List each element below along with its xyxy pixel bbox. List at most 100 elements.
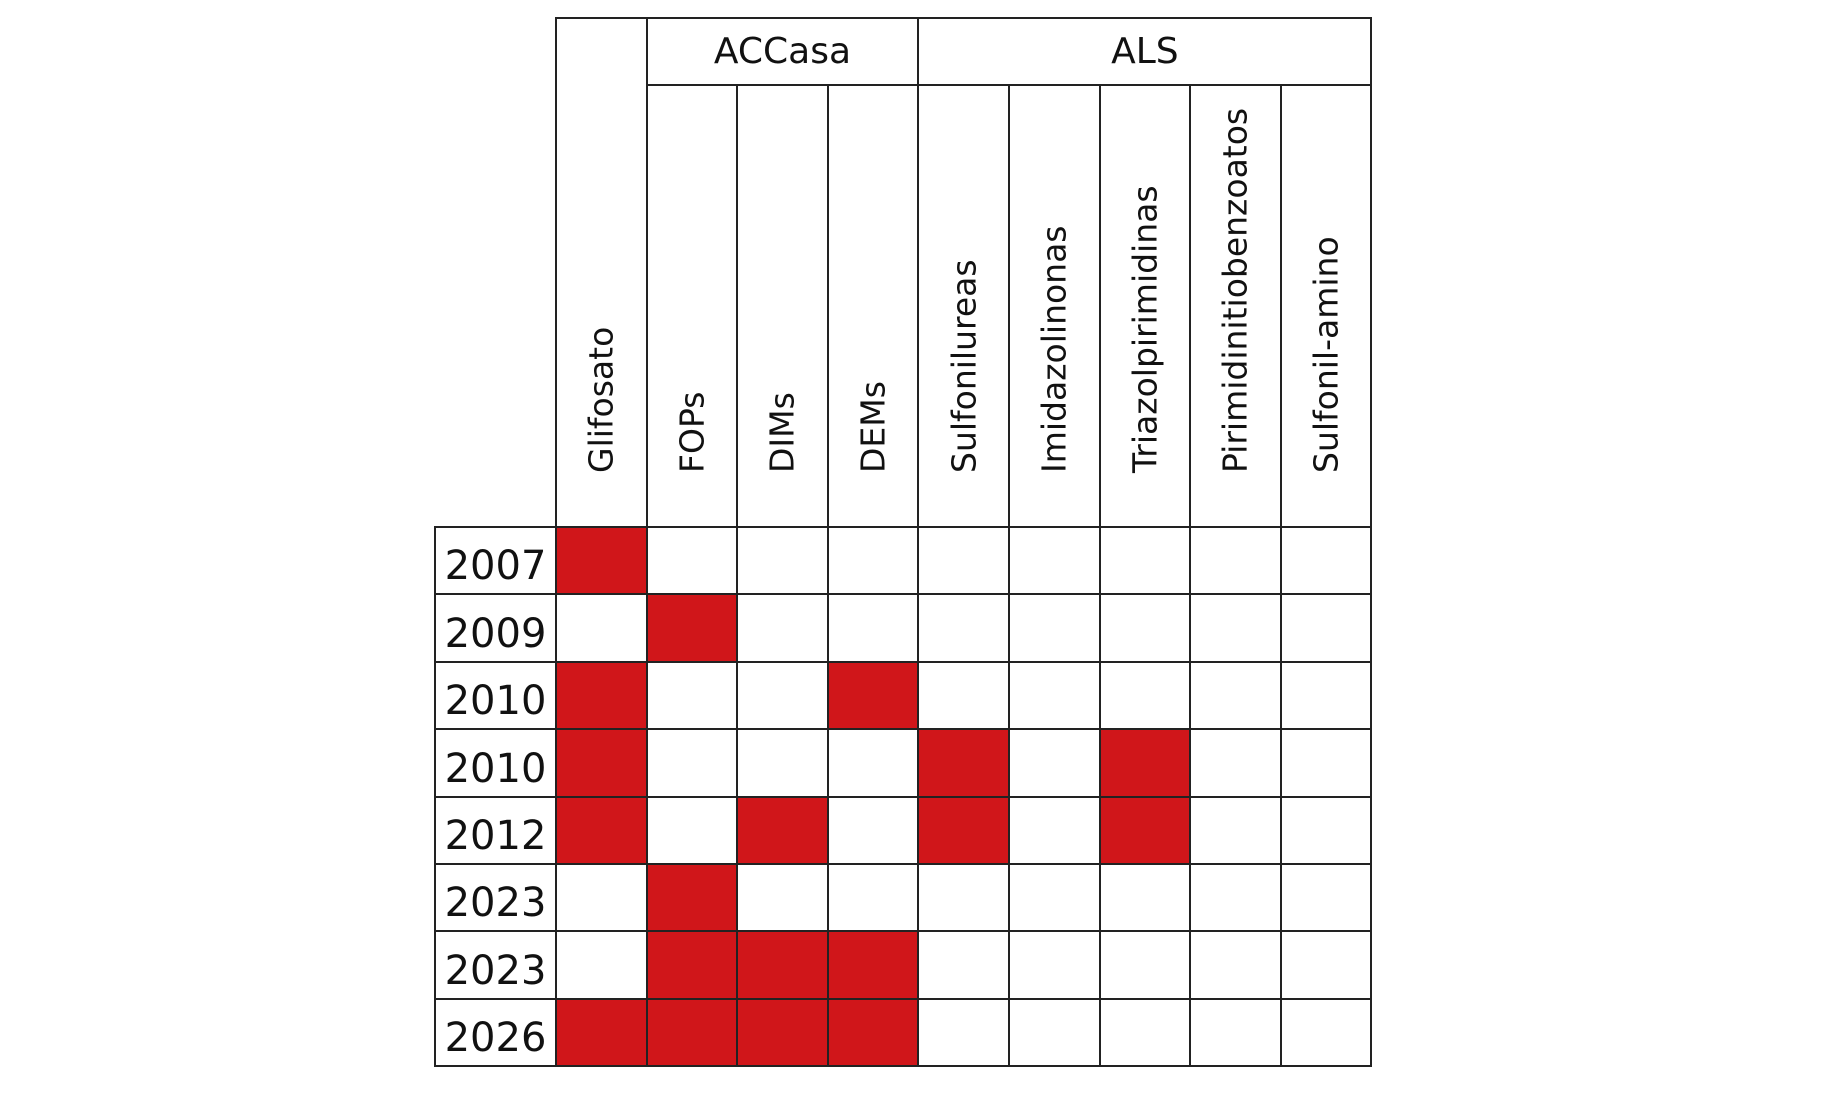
group-header: ALS xyxy=(917,17,1373,86)
column-header: FOPs xyxy=(645,84,739,528)
column-header: Sulfonilureas xyxy=(917,84,1010,528)
cell-marked xyxy=(826,997,920,1068)
cell-empty xyxy=(1189,863,1282,933)
cell-empty xyxy=(917,593,1010,663)
row-year: 2009 xyxy=(434,593,557,663)
row-year: 2023 xyxy=(434,930,557,1000)
column-header: Pirimidinitiobenzoatos xyxy=(1189,84,1282,528)
cell-empty xyxy=(1008,863,1101,933)
cell-marked xyxy=(555,997,648,1068)
cell-empty xyxy=(1189,526,1282,596)
column-header: Glifosato xyxy=(555,17,648,528)
column-header-label: DEMs xyxy=(853,381,893,473)
column-header: DEMs xyxy=(826,84,920,528)
cell-empty xyxy=(736,863,829,933)
cell-marked xyxy=(736,795,829,865)
cell-marked xyxy=(555,728,648,798)
cell-marked xyxy=(645,930,739,1000)
column-header-label: Sulfonilureas xyxy=(944,259,984,473)
cell-empty xyxy=(826,593,920,663)
row-year: 2010 xyxy=(434,660,557,731)
cell-marked xyxy=(917,728,1010,798)
cell-marked xyxy=(736,930,829,1000)
row-year: 2012 xyxy=(434,795,557,865)
row-year: 2023 xyxy=(434,863,557,933)
cell-empty xyxy=(1189,930,1282,1000)
cell-marked xyxy=(645,593,739,663)
cell-empty xyxy=(736,526,829,596)
group-header: ACCasa xyxy=(645,17,920,86)
cell-empty xyxy=(1008,997,1101,1068)
cell-empty xyxy=(645,795,739,865)
cell-empty xyxy=(736,660,829,731)
cell-empty xyxy=(1279,997,1373,1068)
column-header-label: Imidazolinonas xyxy=(1034,225,1074,474)
cell-empty xyxy=(1008,526,1101,596)
cell-marked xyxy=(645,997,739,1068)
cell-empty xyxy=(826,728,920,798)
cell-marked xyxy=(826,930,920,1000)
column-header: DIMs xyxy=(736,84,829,528)
cell-empty xyxy=(917,863,1010,933)
column-header: Sulfonil-amino xyxy=(1279,84,1373,528)
cell-empty xyxy=(736,728,829,798)
cell-empty xyxy=(917,997,1010,1068)
row-year: 2026 xyxy=(434,997,557,1068)
cell-marked xyxy=(555,526,648,596)
cell-empty xyxy=(1279,863,1373,933)
column-header-label: DIMs xyxy=(762,392,802,473)
cell-marked xyxy=(826,660,920,731)
cell-empty xyxy=(1008,795,1101,865)
cell-empty xyxy=(917,930,1010,1000)
cell-empty xyxy=(1098,660,1192,731)
row-year: 2010 xyxy=(434,728,557,798)
cell-empty xyxy=(1189,660,1282,731)
cell-empty xyxy=(1098,997,1192,1068)
cell-empty xyxy=(917,660,1010,731)
cell-empty xyxy=(826,795,920,865)
cell-empty xyxy=(1008,930,1101,1000)
cell-empty xyxy=(1279,593,1373,663)
cell-empty xyxy=(917,526,1010,596)
column-header-label: Triazolpirimidinas xyxy=(1125,185,1165,473)
cell-empty xyxy=(645,660,739,731)
column-header-label: Glifosato xyxy=(581,326,621,473)
cell-empty xyxy=(1189,593,1282,663)
column-header: Triazolpirimidinas xyxy=(1098,84,1192,528)
cell-marked xyxy=(555,795,648,865)
cell-marked xyxy=(917,795,1010,865)
cell-empty xyxy=(1189,997,1282,1068)
cell-empty xyxy=(645,526,739,596)
cell-empty xyxy=(1098,593,1192,663)
column-header-label: FOPs xyxy=(672,391,712,473)
cell-marked xyxy=(736,997,829,1068)
cell-marked xyxy=(645,863,739,933)
column-header-label: Pirimidinitiobenzoatos xyxy=(1215,107,1255,473)
row-year: 2007 xyxy=(434,526,557,596)
cell-empty xyxy=(555,863,648,933)
cell-empty xyxy=(826,526,920,596)
cell-empty xyxy=(1008,660,1101,731)
column-header: Imidazolinonas xyxy=(1008,84,1101,528)
cell-empty xyxy=(1008,593,1101,663)
cell-marked xyxy=(1098,728,1192,798)
column-header-label: Sulfonil-amino xyxy=(1306,236,1346,473)
cell-empty xyxy=(1279,526,1373,596)
cell-empty xyxy=(1098,863,1192,933)
cell-marked xyxy=(555,660,648,731)
cell-empty xyxy=(555,930,648,1000)
cell-empty xyxy=(1279,660,1373,731)
cell-empty xyxy=(555,593,648,663)
cell-empty xyxy=(1098,930,1192,1000)
cell-empty xyxy=(736,593,829,663)
cell-marked xyxy=(1098,795,1192,865)
cell-empty xyxy=(1279,930,1373,1000)
cell-empty xyxy=(1189,728,1282,798)
cell-empty xyxy=(1098,526,1192,596)
cell-empty xyxy=(1279,728,1373,798)
cell-empty xyxy=(1008,728,1101,798)
cell-empty xyxy=(1279,795,1373,865)
cell-empty xyxy=(826,863,920,933)
cell-empty xyxy=(1189,795,1282,865)
